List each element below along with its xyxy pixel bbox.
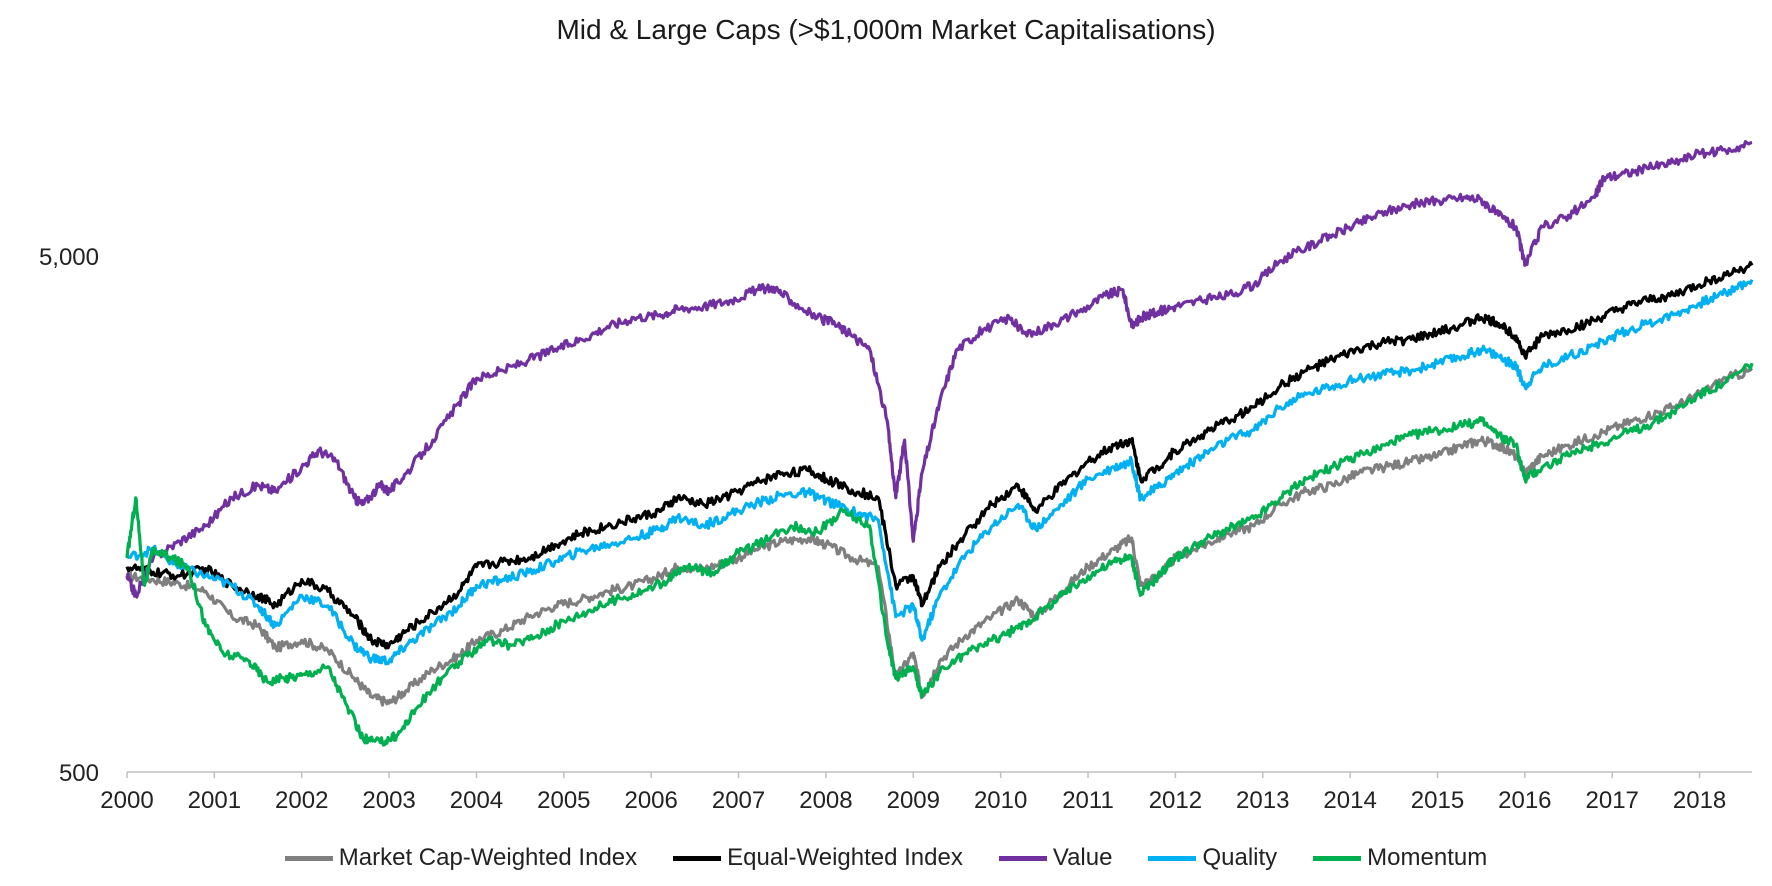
legend-item: Momentum	[1313, 844, 1487, 872]
x-tick-label: 2009	[887, 787, 940, 814]
legend-item: Market Cap-Weighted Index	[284, 844, 638, 872]
y-tick-label: 500	[59, 760, 99, 787]
x-tick-label: 2016	[1498, 787, 1551, 814]
x-tick-label: 2008	[799, 787, 852, 814]
chart-axes: 2000 2001 2002 2003 2004 2005 2006 2007 2008 2009…	[39, 244, 1752, 814]
x-tick-label: 2011	[1062, 787, 1114, 814]
legend-label: Quality	[1202, 844, 1278, 871]
chart-title: Mid & Large Caps (>$1,000m Market Capita…	[556, 14, 1216, 45]
legend-label: Equal-Weighted Index	[727, 844, 963, 871]
x-tick-label: 2004	[450, 787, 503, 814]
series-line-value	[125, 140, 1753, 599]
legend-swatch	[1313, 855, 1362, 861]
x-tick-label: 2002	[275, 787, 328, 814]
legend-label: Value	[1052, 844, 1113, 871]
legend-swatch	[284, 855, 333, 861]
x-tick-label: 2014	[1323, 787, 1376, 814]
x-tick-label: 2005	[537, 787, 590, 814]
series-line-market-cap-weighted-index	[125, 366, 1754, 707]
series-line-quality	[126, 279, 1754, 666]
x-tick-label: 2015	[1411, 787, 1464, 814]
x-tick-label: 2010	[974, 787, 1027, 814]
series-layer	[125, 140, 1754, 747]
x-tick-label: 2006	[624, 787, 677, 814]
x-tick-label: 2017	[1586, 787, 1639, 814]
legend-swatch	[1148, 855, 1197, 861]
legend-item: Value	[998, 844, 1113, 872]
legend-item: Equal-Weighted Index	[673, 844, 963, 872]
legend-swatch	[673, 855, 722, 861]
y-tick-label: 5,000	[39, 244, 99, 271]
x-tick-label: 2003	[362, 787, 415, 814]
x-tick-label: 2012	[1149, 787, 1202, 814]
chart-legend: Market Cap-Weighted Index Equal-Weighted …	[0, 838, 1772, 878]
series-line-equal-weighted-index	[125, 260, 1754, 650]
x-tick-label: 2018	[1673, 787, 1726, 814]
x-tick-label: 2007	[712, 787, 765, 814]
x-tick-label: 2013	[1236, 787, 1289, 814]
legend-label: Momentum	[1367, 844, 1488, 871]
series-line-momentum	[125, 362, 1754, 747]
line-chart: 2000 2001 2002 2003 2004 2005 2006 2007 2008 2009…	[39, 140, 1754, 814]
legend-item: Quality	[1148, 844, 1277, 872]
legend-label: Market Cap-Weighted Index	[338, 844, 638, 871]
legend-swatch	[998, 855, 1047, 861]
x-tick-label: 2001	[188, 787, 241, 814]
x-tick-label: 2000	[100, 787, 153, 814]
